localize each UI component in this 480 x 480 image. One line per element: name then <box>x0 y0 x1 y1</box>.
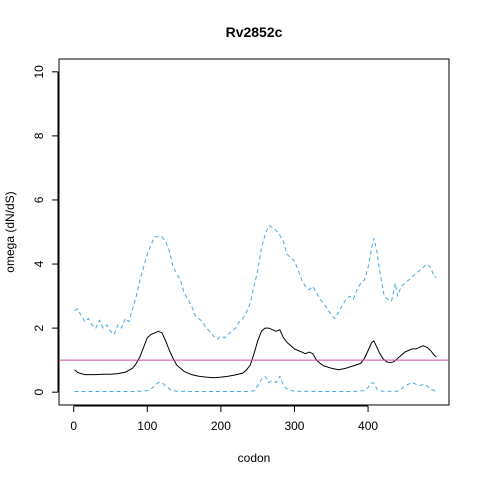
y-tick-label: 8 <box>32 132 46 139</box>
y-axis-label: omega (dN/dS) <box>3 191 17 272</box>
series-line-3 <box>74 375 437 392</box>
y-tick-label: 4 <box>32 260 46 267</box>
x-axis-label: codon <box>238 451 271 465</box>
chart-title: Rv2852c <box>226 24 283 40</box>
x-tick-label: 400 <box>358 419 378 433</box>
y-tick-label: 6 <box>32 196 46 203</box>
y-tick-label: 10 <box>32 65 46 79</box>
x-tick-label: 300 <box>284 419 304 433</box>
x-axis: 0 100 200 300 400 <box>70 405 378 433</box>
y-tick-label: 2 <box>32 324 46 331</box>
series-layer <box>74 225 437 392</box>
y-axis: 0 2 4 6 8 10 <box>32 65 59 396</box>
plot-frame <box>58 58 450 406</box>
series-line-2 <box>74 327 437 379</box>
y-tick-label: 0 <box>32 389 46 396</box>
series-line-1 <box>74 225 437 340</box>
x-tick-label: 100 <box>137 419 157 433</box>
x-tick-label: 200 <box>211 419 231 433</box>
x-tick-label: 0 <box>70 419 77 433</box>
